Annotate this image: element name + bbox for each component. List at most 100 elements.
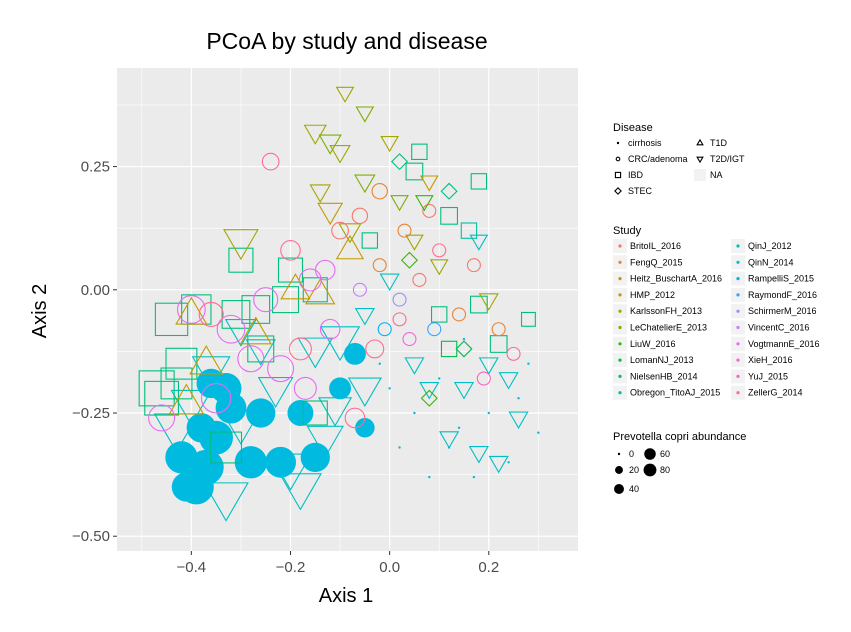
data-point	[392, 312, 407, 327]
x-axis: −0.4 −0.2 0.0 0.2	[177, 551, 499, 576]
y-tick-label: 0.25	[81, 159, 110, 176]
legend-study-label: HMP_2012	[630, 290, 675, 300]
data-point	[506, 346, 521, 361]
legend-prevotella-key	[614, 484, 624, 494]
legend-study-label: LomanNJ_2013	[630, 355, 694, 365]
data-point	[234, 446, 267, 479]
data-point	[300, 442, 330, 473]
data-point	[293, 376, 317, 400]
legend-study-swatch	[736, 325, 740, 330]
data-point	[388, 387, 391, 390]
data-point	[469, 234, 489, 251]
data-point	[200, 383, 232, 414]
legend-study-swatch	[618, 374, 622, 378]
legend-study-label: XieH_2016	[748, 355, 793, 365]
data-point	[476, 371, 491, 386]
data-point	[411, 143, 428, 160]
data-point	[302, 400, 328, 426]
data-point	[487, 411, 490, 415]
data-point	[335, 234, 365, 260]
data-point	[472, 475, 476, 479]
legend-prevotella-key	[615, 466, 623, 474]
data-point	[440, 340, 458, 358]
legend-study-swatch	[618, 325, 622, 330]
data-point	[355, 418, 375, 438]
data-point	[344, 407, 366, 429]
legend-study-swatch	[736, 277, 740, 281]
legend-study-title: Study	[613, 225, 642, 237]
legend-study-swatch	[618, 358, 622, 362]
data-point	[306, 425, 344, 459]
data-point	[414, 195, 434, 212]
x-tick-label: 0.2	[478, 559, 499, 576]
data-point	[223, 229, 259, 261]
data-point	[160, 367, 193, 400]
data-point	[466, 258, 481, 273]
legend-study-label: RampelliS_2015	[748, 274, 814, 284]
data-point	[468, 446, 489, 464]
legend-study-label: KarlssonFH_2013	[630, 306, 702, 316]
data-point	[429, 259, 449, 276]
y-tick-label: 0.00	[81, 282, 110, 299]
data-point	[309, 184, 332, 204]
data-point	[432, 243, 447, 258]
data-point	[520, 311, 536, 327]
data-point	[278, 473, 322, 511]
data-point	[420, 389, 438, 407]
data-point	[343, 342, 366, 365]
legend-prevotella-title: Prevotella copri abundance	[613, 431, 746, 443]
legend-study-label: SchirmerM_2016	[748, 306, 817, 316]
legend-prevotella: Prevotella copri abundance 0 20 40 60 80	[613, 431, 746, 494]
legend-disease-label: T2D/IGT	[710, 154, 745, 164]
legend-study-swatch	[618, 260, 622, 264]
data-point	[347, 377, 382, 408]
legend-disease-label: STEC	[628, 186, 653, 196]
data-point	[391, 153, 409, 171]
data-point	[470, 173, 488, 190]
data-point	[267, 355, 295, 383]
data-point	[305, 278, 336, 305]
legend-study-label: YuJ_2015	[748, 371, 788, 381]
data-point	[405, 162, 424, 181]
data-point	[165, 441, 198, 474]
legend-key-na	[694, 169, 706, 181]
data-point	[404, 357, 425, 375]
data-point	[154, 302, 189, 337]
legend-study-swatch	[618, 309, 622, 313]
legend-study-swatch	[736, 358, 740, 362]
legend-key-triangle-up	[696, 138, 704, 146]
data-point	[400, 251, 419, 269]
legend-study-swatch	[736, 293, 740, 297]
data-point	[331, 221, 349, 240]
data-point	[469, 295, 488, 314]
data-point	[419, 381, 440, 400]
data-point	[478, 293, 499, 311]
data-point	[453, 381, 475, 400]
data-point	[527, 362, 530, 365]
legend-study-swatch	[618, 277, 622, 281]
data-point	[314, 259, 336, 281]
data-point	[379, 273, 400, 292]
legend-disease-label: NA	[710, 170, 723, 180]
data-point	[241, 295, 271, 324]
data-point	[303, 124, 327, 145]
data-point	[352, 282, 367, 297]
legend-study-swatch	[736, 309, 740, 313]
data-point	[457, 426, 461, 429]
data-point	[245, 339, 276, 366]
data-point	[247, 335, 275, 363]
legend-study-label: Heitz_BuschartA_2016	[630, 274, 722, 284]
data-point	[405, 234, 424, 251]
data-point	[175, 296, 208, 325]
data-point	[412, 272, 427, 287]
legend-study-label: QinJ_2012	[748, 241, 792, 251]
data-point	[428, 475, 431, 479]
data-point	[280, 240, 301, 261]
data-point	[438, 377, 441, 380]
data-point	[210, 431, 243, 464]
legend-disease-label: cirrhosis	[628, 138, 662, 148]
legend-study-swatch	[618, 391, 622, 395]
data-point	[507, 461, 510, 464]
data-point	[455, 340, 473, 358]
x-tick-label: −0.4	[177, 559, 207, 576]
